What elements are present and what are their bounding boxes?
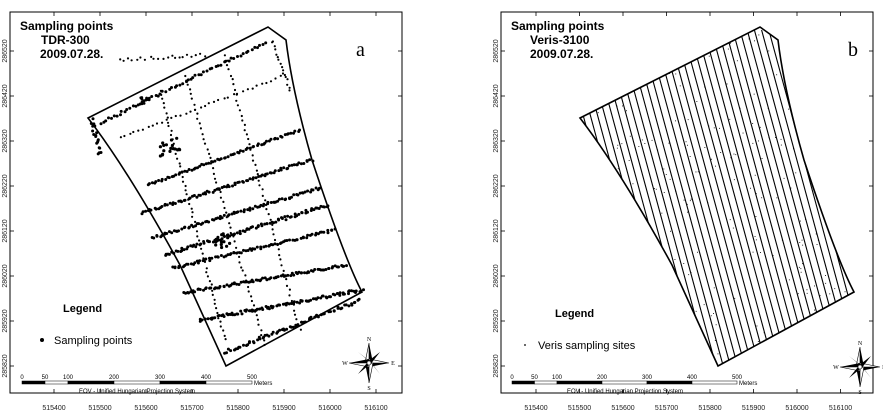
scale-tick-label: 100 — [552, 375, 563, 381]
panel-b-title-line-3: 2009.07.28. — [530, 47, 593, 61]
x-tick-label: 515700 — [180, 405, 203, 412]
y-tick-label: 286320 — [493, 129, 500, 152]
y-tick-label: 286520 — [493, 39, 500, 62]
scale-tick-label: 300 — [642, 375, 653, 381]
x-tick-label: 516100 — [829, 405, 852, 412]
scale-tick-label: 50 — [42, 375, 49, 381]
y-tick-label: 286420 — [493, 84, 500, 107]
x-axis-ticks-b: 515400 515500 515600 515700 515800 515900 5160… — [524, 12, 852, 412]
panel-b-title-line-1: Sampling points — [511, 19, 605, 33]
compass-label: N — [367, 337, 372, 343]
scale-tick-label: 200 — [597, 375, 608, 381]
panel-b-frame — [500, 11, 874, 394]
legend-title-a: Legend — [63, 303, 102, 315]
y-tick-label: 286120 — [2, 219, 9, 242]
panel-a-letter: a — [356, 39, 365, 61]
x-tick-label: 515500 — [88, 405, 111, 412]
compass-label: S — [858, 390, 861, 396]
sampling-points-layer — [89, 40, 365, 355]
y-axis-ticks-b: 285820 285920 286020 286120 286220 286320 2864… — [493, 39, 873, 378]
x-tick-label: 515600 — [134, 405, 157, 412]
x-tick-label: 515700 — [655, 405, 678, 412]
legend-symbol-veris-site — [524, 344, 526, 346]
x-tick-label: 515500 — [568, 405, 591, 412]
scale-unit: Meters — [739, 381, 757, 387]
panel-b-title-line-2: Veris-3100 — [530, 33, 590, 47]
x-tick-label: 515800 — [698, 405, 721, 412]
projection-caption: EOV - Unified Hungarian Projection Syste… — [567, 389, 683, 395]
compass-label: N — [858, 341, 863, 347]
y-tick-label: 285920 — [2, 309, 9, 332]
scale-tick-label: 100 — [63, 375, 74, 381]
legend-item-a: Sampling points — [54, 335, 133, 347]
scale-tick-label: 50 — [531, 375, 538, 381]
scale-tick-label: 300 — [155, 375, 166, 381]
y-tick-label: 286020 — [2, 264, 9, 287]
scale-tick-label: 200 — [109, 375, 120, 381]
y-tick-label: 286420 — [2, 84, 9, 107]
scale-tick-label: 0 — [20, 375, 24, 381]
y-tick-label: 285820 — [2, 354, 9, 377]
legend-symbol-sampling-point — [40, 338, 44, 342]
scale-tick-label: 500 — [732, 375, 743, 381]
y-tick-label: 285820 — [493, 354, 500, 377]
y-tick-label: 286220 — [493, 174, 500, 197]
panel-b-letter: b — [848, 39, 858, 61]
veris-transects-layer — [580, 29, 854, 366]
y-tick-label: 286320 — [2, 129, 9, 152]
panel-a-frame — [9, 11, 403, 394]
x-tick-label: 516000 — [318, 405, 341, 412]
y-tick-label: 286120 — [493, 219, 500, 242]
map-panel-a: 285820 285920 286020 286120 286220 286320 2864… — [2, 11, 403, 412]
scale-tick-label: 0 — [510, 375, 514, 381]
map-panel-b: 285820 285920 286020 286120 286220 286320 2864… — [493, 11, 883, 412]
north-arrow-a: N S E W — [342, 337, 395, 392]
legend-title-b: Legend — [555, 308, 594, 320]
panel-a-title-line-1: Sampling points — [20, 19, 114, 33]
y-tick-label: 286220 — [2, 174, 9, 197]
y-tick-label: 286520 — [2, 39, 9, 62]
field-boundary-b — [578, 26, 856, 368]
compass-label: W — [833, 365, 839, 371]
scale-tick-label: 500 — [247, 375, 258, 381]
scale-tick-label: 400 — [201, 375, 212, 381]
legend-item-b: Veris sampling sites — [538, 340, 636, 352]
x-tick-label: 515800 — [226, 405, 249, 412]
x-tick-label: 516000 — [785, 405, 808, 412]
projection-caption: EOV - Unified Hungarian Projection Syste… — [79, 389, 195, 395]
x-tick-label: 515900 — [742, 405, 765, 412]
x-tick-label: 515400 — [42, 405, 65, 412]
scale-tick-label: 400 — [687, 375, 698, 381]
compass-label: S — [367, 386, 370, 392]
y-tick-label: 285920 — [493, 309, 500, 332]
x-tick-label: 516100 — [364, 405, 387, 412]
y-axis-ticks-a: 285820 285920 286020 286120 286220 286320 2864… — [2, 39, 402, 378]
scale-unit: Meters — [254, 381, 272, 387]
x-tick-label: 515400 — [524, 405, 547, 412]
y-tick-label: 286020 — [493, 264, 500, 287]
x-tick-label: 515600 — [611, 405, 634, 412]
compass-label: E — [391, 361, 395, 367]
compass-label: W — [342, 361, 348, 367]
x-tick-label: 515900 — [272, 405, 295, 412]
panel-a-title-line-3: 2009.07.28. — [40, 47, 103, 61]
panel-a-title-line-2: TDR-300 — [41, 33, 90, 47]
x-axis-ticks-a: 515400 515500 515600 515700 515800 515900 5160… — [42, 12, 388, 412]
